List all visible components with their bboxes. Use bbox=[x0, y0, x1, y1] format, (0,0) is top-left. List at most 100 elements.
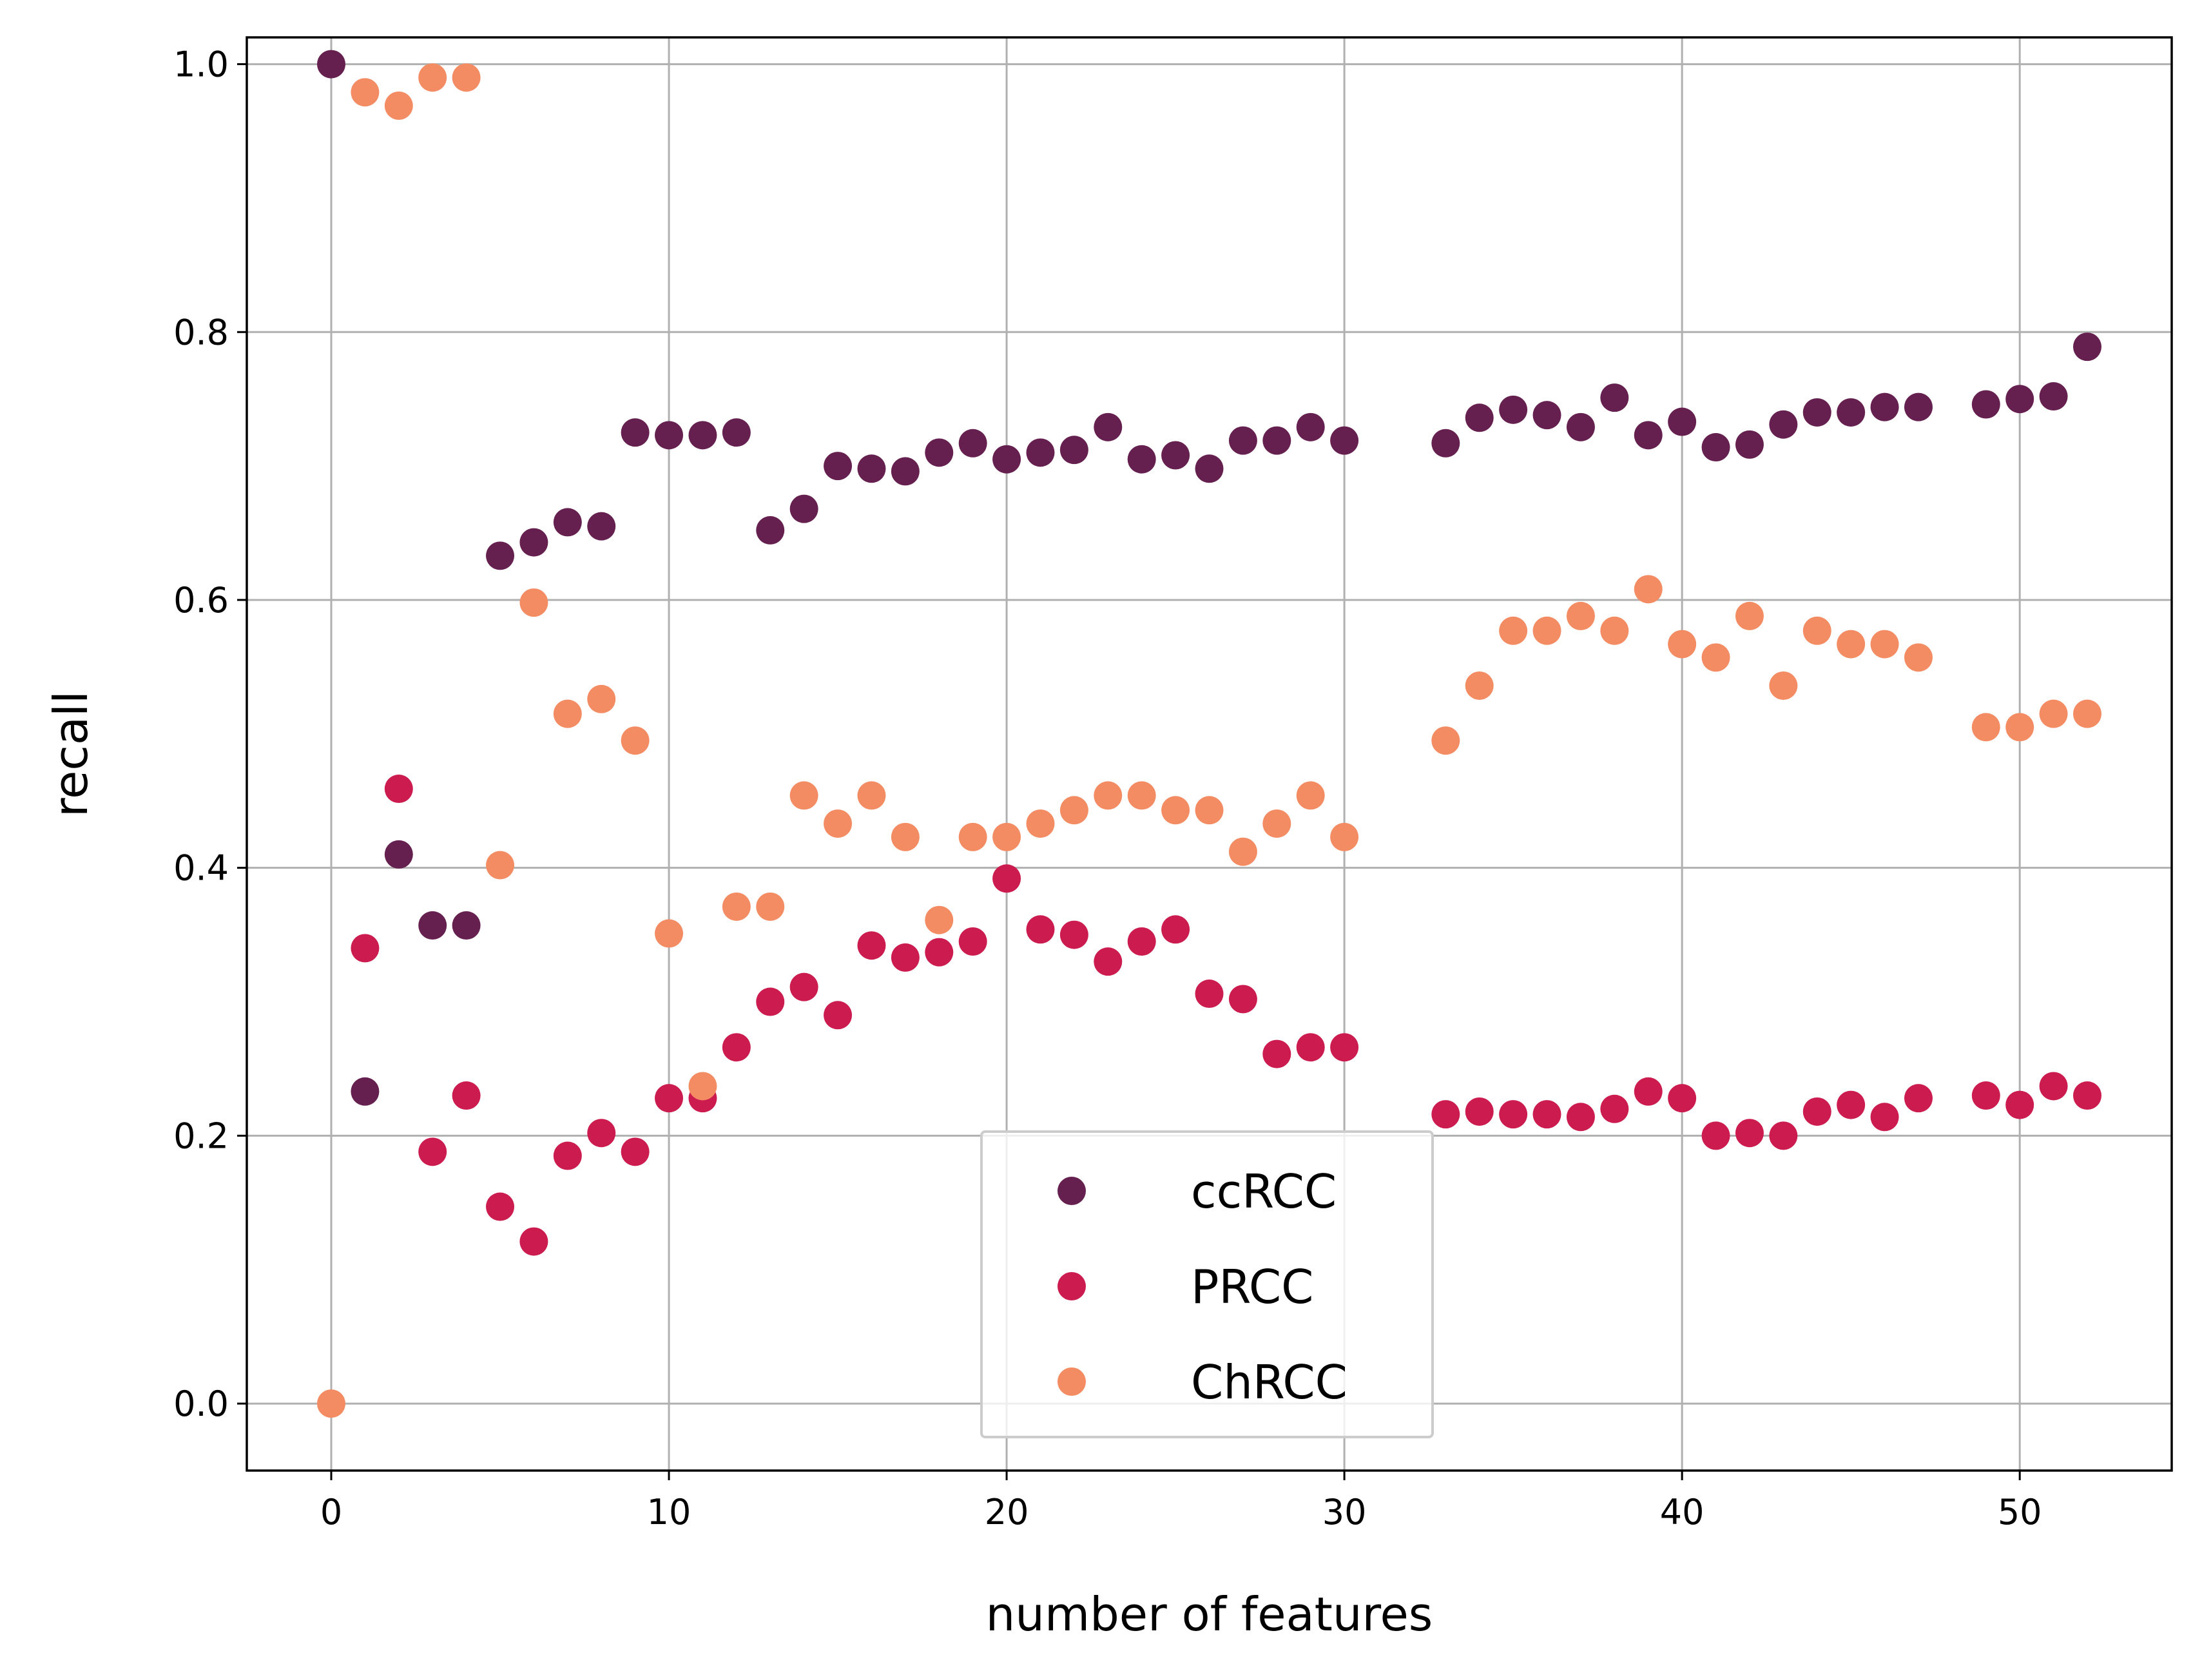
x-tick-label: 0 bbox=[320, 1492, 342, 1532]
data-point bbox=[824, 1001, 853, 1030]
data-point bbox=[1802, 616, 1831, 645]
data-point bbox=[1499, 395, 1528, 424]
y-axis-title: recall bbox=[44, 691, 98, 817]
data-point bbox=[925, 905, 954, 934]
data-point bbox=[2039, 699, 2068, 728]
data-point bbox=[1195, 980, 1224, 1009]
data-point bbox=[891, 822, 920, 851]
data-point bbox=[655, 1084, 684, 1113]
data-point bbox=[1262, 1039, 1291, 1068]
data-point bbox=[891, 943, 920, 972]
data-point bbox=[587, 684, 616, 713]
data-point bbox=[1971, 390, 2000, 419]
data-point bbox=[1465, 671, 1494, 700]
data-point bbox=[452, 1081, 481, 1110]
y-tick-label: 0.4 bbox=[173, 848, 229, 889]
x-tick-label: 50 bbox=[1998, 1492, 2042, 1532]
data-point bbox=[317, 1389, 346, 1418]
data-point bbox=[553, 508, 582, 537]
data-point bbox=[824, 452, 853, 481]
data-point bbox=[519, 1227, 548, 1256]
data-point bbox=[655, 421, 684, 450]
data-point bbox=[351, 934, 380, 963]
data-point bbox=[992, 445, 1021, 474]
x-tick-label: 10 bbox=[647, 1492, 691, 1532]
data-point bbox=[1668, 407, 1697, 436]
data-point bbox=[992, 822, 1021, 851]
data-point bbox=[351, 1077, 380, 1106]
data-point bbox=[418, 911, 447, 940]
data-point bbox=[1701, 643, 1730, 672]
data-point bbox=[1566, 601, 1595, 630]
data-point bbox=[1094, 412, 1123, 441]
data-point bbox=[418, 1137, 447, 1166]
data-point bbox=[688, 1072, 717, 1101]
data-point bbox=[621, 726, 650, 755]
data-point bbox=[1296, 412, 1325, 441]
legend: ccRCC PRCC ChRCC bbox=[980, 1130, 1434, 1438]
data-point bbox=[1971, 1081, 2000, 1110]
data-point bbox=[1094, 781, 1123, 810]
data-point bbox=[1228, 985, 1257, 1014]
data-point bbox=[2005, 713, 2034, 742]
data-point bbox=[1904, 1084, 1933, 1113]
data-point bbox=[317, 50, 346, 79]
data-point bbox=[2072, 1081, 2101, 1110]
data-point bbox=[789, 972, 818, 1001]
data-point bbox=[519, 528, 548, 557]
data-point bbox=[1870, 630, 1899, 659]
data-point bbox=[2039, 382, 2068, 411]
data-point bbox=[1059, 436, 1088, 465]
data-point bbox=[1735, 1119, 1764, 1148]
y-tick-label: 0.0 bbox=[173, 1384, 229, 1424]
series-ccRCC bbox=[317, 50, 2101, 1106]
data-point bbox=[891, 457, 920, 486]
data-point bbox=[1330, 426, 1359, 455]
data-point bbox=[1802, 1097, 1831, 1126]
data-point bbox=[857, 931, 886, 960]
data-point bbox=[351, 78, 380, 107]
data-point bbox=[722, 892, 751, 921]
data-point bbox=[587, 1119, 616, 1148]
data-point bbox=[857, 454, 886, 483]
data-point bbox=[1634, 575, 1663, 604]
data-point bbox=[486, 1192, 515, 1221]
data-point bbox=[2005, 1090, 2034, 1119]
data-point bbox=[1195, 796, 1224, 825]
data-point bbox=[2005, 385, 2034, 414]
data-point bbox=[1161, 796, 1190, 825]
legend-label: PRCC bbox=[1191, 1260, 1313, 1314]
data-point bbox=[1735, 601, 1764, 630]
data-point bbox=[519, 588, 548, 617]
data-point bbox=[655, 919, 684, 948]
data-point bbox=[722, 418, 751, 447]
data-point bbox=[992, 864, 1021, 893]
data-point bbox=[1837, 398, 1866, 427]
data-point bbox=[925, 938, 954, 967]
data-point bbox=[1870, 392, 1899, 421]
data-point bbox=[1701, 1121, 1730, 1150]
data-point bbox=[1296, 781, 1325, 810]
data-point bbox=[1634, 1077, 1663, 1106]
legend-marker bbox=[1058, 1177, 1086, 1205]
data-point bbox=[1195, 454, 1224, 483]
data-point bbox=[1971, 713, 2000, 742]
data-point bbox=[1837, 1090, 1866, 1119]
data-point bbox=[1904, 392, 1933, 421]
data-point bbox=[486, 851, 515, 880]
data-point bbox=[1296, 1033, 1325, 1062]
data-point bbox=[384, 775, 413, 804]
data-point bbox=[1499, 616, 1528, 645]
data-point bbox=[1532, 616, 1561, 645]
x-axis-ticks: 0 10 20 30 40 50 bbox=[320, 1471, 2042, 1532]
data-point bbox=[1904, 643, 1933, 672]
data-point bbox=[1431, 1100, 1460, 1129]
data-point bbox=[1870, 1103, 1899, 1132]
data-point bbox=[1431, 726, 1460, 755]
data-point bbox=[587, 512, 616, 541]
legend-marker bbox=[1058, 1272, 1086, 1300]
data-point bbox=[756, 987, 785, 1016]
data-point bbox=[1499, 1100, 1528, 1129]
legend-box bbox=[980, 1130, 1434, 1438]
